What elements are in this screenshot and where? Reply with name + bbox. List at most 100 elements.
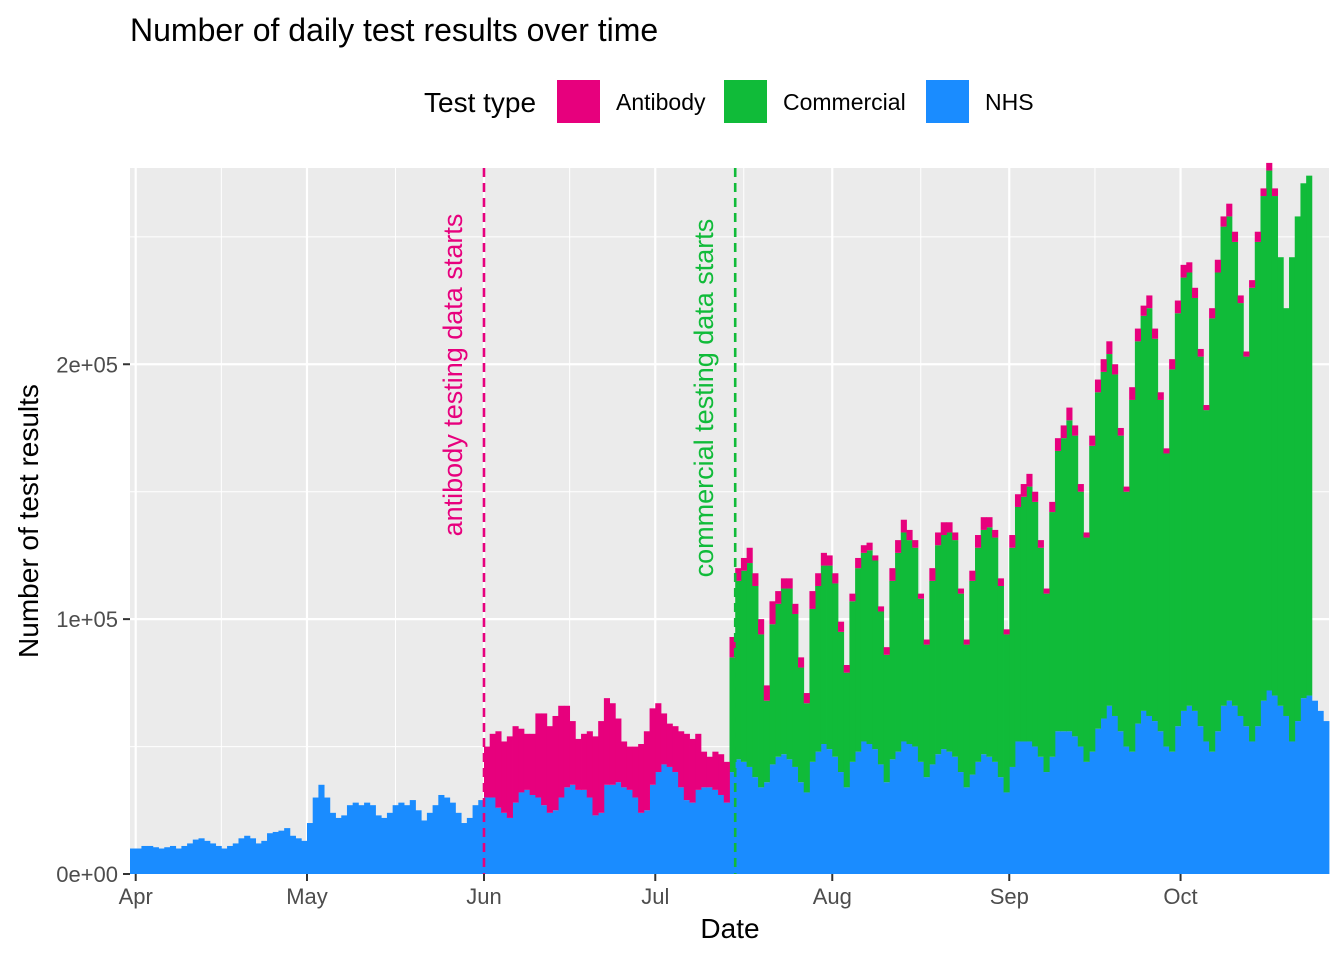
bar-antibody bbox=[900, 519, 907, 533]
bar-nhs bbox=[318, 784, 325, 874]
bar-nhs bbox=[198, 838, 205, 874]
bar-nhs bbox=[295, 838, 302, 874]
x-tick-label: Apr bbox=[119, 884, 153, 909]
bar-nhs bbox=[472, 805, 479, 874]
bar-commercial bbox=[1169, 369, 1176, 752]
bar-antibody bbox=[1009, 535, 1016, 548]
bar-nhs bbox=[1323, 721, 1330, 874]
bar-nhs bbox=[1157, 731, 1164, 874]
bar-antibody bbox=[1243, 351, 1250, 357]
bar-nhs bbox=[358, 805, 365, 874]
bar-antibody bbox=[969, 570, 976, 581]
legend-key-commercial bbox=[724, 80, 767, 123]
bar-antibody bbox=[1094, 379, 1102, 393]
bar-nhs bbox=[187, 843, 194, 874]
bar-nhs bbox=[432, 805, 439, 874]
bar-nhs bbox=[1306, 695, 1313, 874]
bar-nhs bbox=[307, 823, 314, 874]
bar-commercial bbox=[1094, 392, 1102, 729]
bar-nhs bbox=[1134, 723, 1141, 874]
bar-nhs bbox=[1237, 715, 1244, 874]
bar-antibody bbox=[775, 591, 782, 604]
bar-nhs bbox=[598, 812, 605, 874]
bar-antibody bbox=[541, 713, 548, 806]
bar-antibody bbox=[935, 532, 942, 546]
bar-antibody bbox=[501, 741, 508, 813]
bar-nhs bbox=[523, 789, 531, 874]
bar-commercial bbox=[1197, 356, 1204, 727]
bar-antibody bbox=[866, 542, 873, 551]
bar-commercial bbox=[1157, 399, 1164, 732]
bar-antibody bbox=[1037, 540, 1044, 548]
bar-nhs bbox=[329, 812, 336, 874]
bar-antibody bbox=[1157, 392, 1164, 400]
bar-nhs bbox=[992, 761, 999, 874]
bar-commercial bbox=[923, 644, 930, 778]
bar-antibody bbox=[512, 726, 519, 803]
bar-nhs bbox=[215, 845, 222, 874]
bar-nhs bbox=[917, 761, 925, 874]
x-tick-label: May bbox=[286, 884, 328, 909]
bar-nhs bbox=[935, 754, 942, 874]
bar-commercial bbox=[1226, 216, 1233, 701]
bar-commercial bbox=[1083, 537, 1090, 762]
bar-antibody bbox=[529, 733, 536, 795]
bar-commercial bbox=[1026, 486, 1033, 742]
bar-nhs bbox=[249, 838, 257, 874]
bar-nhs bbox=[735, 759, 742, 874]
bar-commercial bbox=[1294, 216, 1301, 722]
legend: Test type Antibody Commercial NHS bbox=[424, 80, 1034, 123]
bar-commercial bbox=[786, 588, 793, 760]
bar-antibody bbox=[946, 522, 953, 533]
x-tick-label: Jun bbox=[466, 884, 501, 909]
bar-nhs bbox=[483, 797, 491, 874]
bar-antibody bbox=[763, 685, 770, 701]
y-axis-title: Number of test results bbox=[13, 384, 44, 658]
bar-antibody bbox=[552, 715, 559, 811]
bar-nhs bbox=[1180, 710, 1187, 874]
bar-nhs bbox=[284, 828, 291, 874]
bar-nhs bbox=[1260, 700, 1267, 874]
bar-commercial bbox=[906, 540, 913, 745]
bar-commercial bbox=[843, 672, 850, 788]
x-tick-label: Oct bbox=[1163, 884, 1197, 909]
bar-nhs bbox=[678, 787, 685, 874]
bar-antibody bbox=[1032, 491, 1039, 502]
y-tick-label: 2e+05 bbox=[56, 352, 118, 377]
legend-key-antibody bbox=[557, 80, 600, 123]
bar-antibody bbox=[1134, 328, 1141, 342]
bar-nhs bbox=[506, 817, 513, 874]
bar-nhs bbox=[655, 772, 662, 874]
bar-antibody bbox=[889, 568, 896, 581]
bar-antibody bbox=[1186, 262, 1193, 273]
bar-nhs bbox=[324, 797, 331, 874]
bar-nhs bbox=[261, 840, 268, 874]
bar-nhs bbox=[204, 840, 211, 874]
legend-title: Test type bbox=[424, 87, 536, 118]
bar-commercial bbox=[780, 588, 787, 755]
bar-antibody bbox=[1271, 188, 1279, 197]
bar-commercial bbox=[1203, 410, 1210, 742]
bar-nhs bbox=[381, 817, 388, 874]
bar-commercial bbox=[1060, 438, 1067, 732]
bar-commercial bbox=[952, 540, 959, 757]
bar-commercial bbox=[889, 580, 896, 760]
bar-antibody bbox=[518, 728, 525, 793]
bar-antibody bbox=[1203, 405, 1210, 411]
bar-commercial bbox=[975, 547, 982, 762]
bar-nhs bbox=[683, 800, 690, 874]
bar-nhs bbox=[1049, 756, 1056, 874]
bar-commercial bbox=[1123, 491, 1130, 747]
bar-commercial bbox=[912, 547, 919, 747]
bar-antibody bbox=[860, 545, 867, 553]
bar-antibody bbox=[700, 751, 708, 788]
bar-nhs bbox=[1243, 726, 1250, 874]
bar-commercial bbox=[775, 603, 782, 757]
bar-commercial bbox=[957, 593, 964, 773]
bar-commercial bbox=[1271, 196, 1279, 696]
bar-commercial bbox=[820, 565, 827, 745]
bar-commercial bbox=[1249, 287, 1256, 742]
bar-nhs bbox=[466, 817, 473, 874]
bar-nhs bbox=[158, 848, 165, 874]
